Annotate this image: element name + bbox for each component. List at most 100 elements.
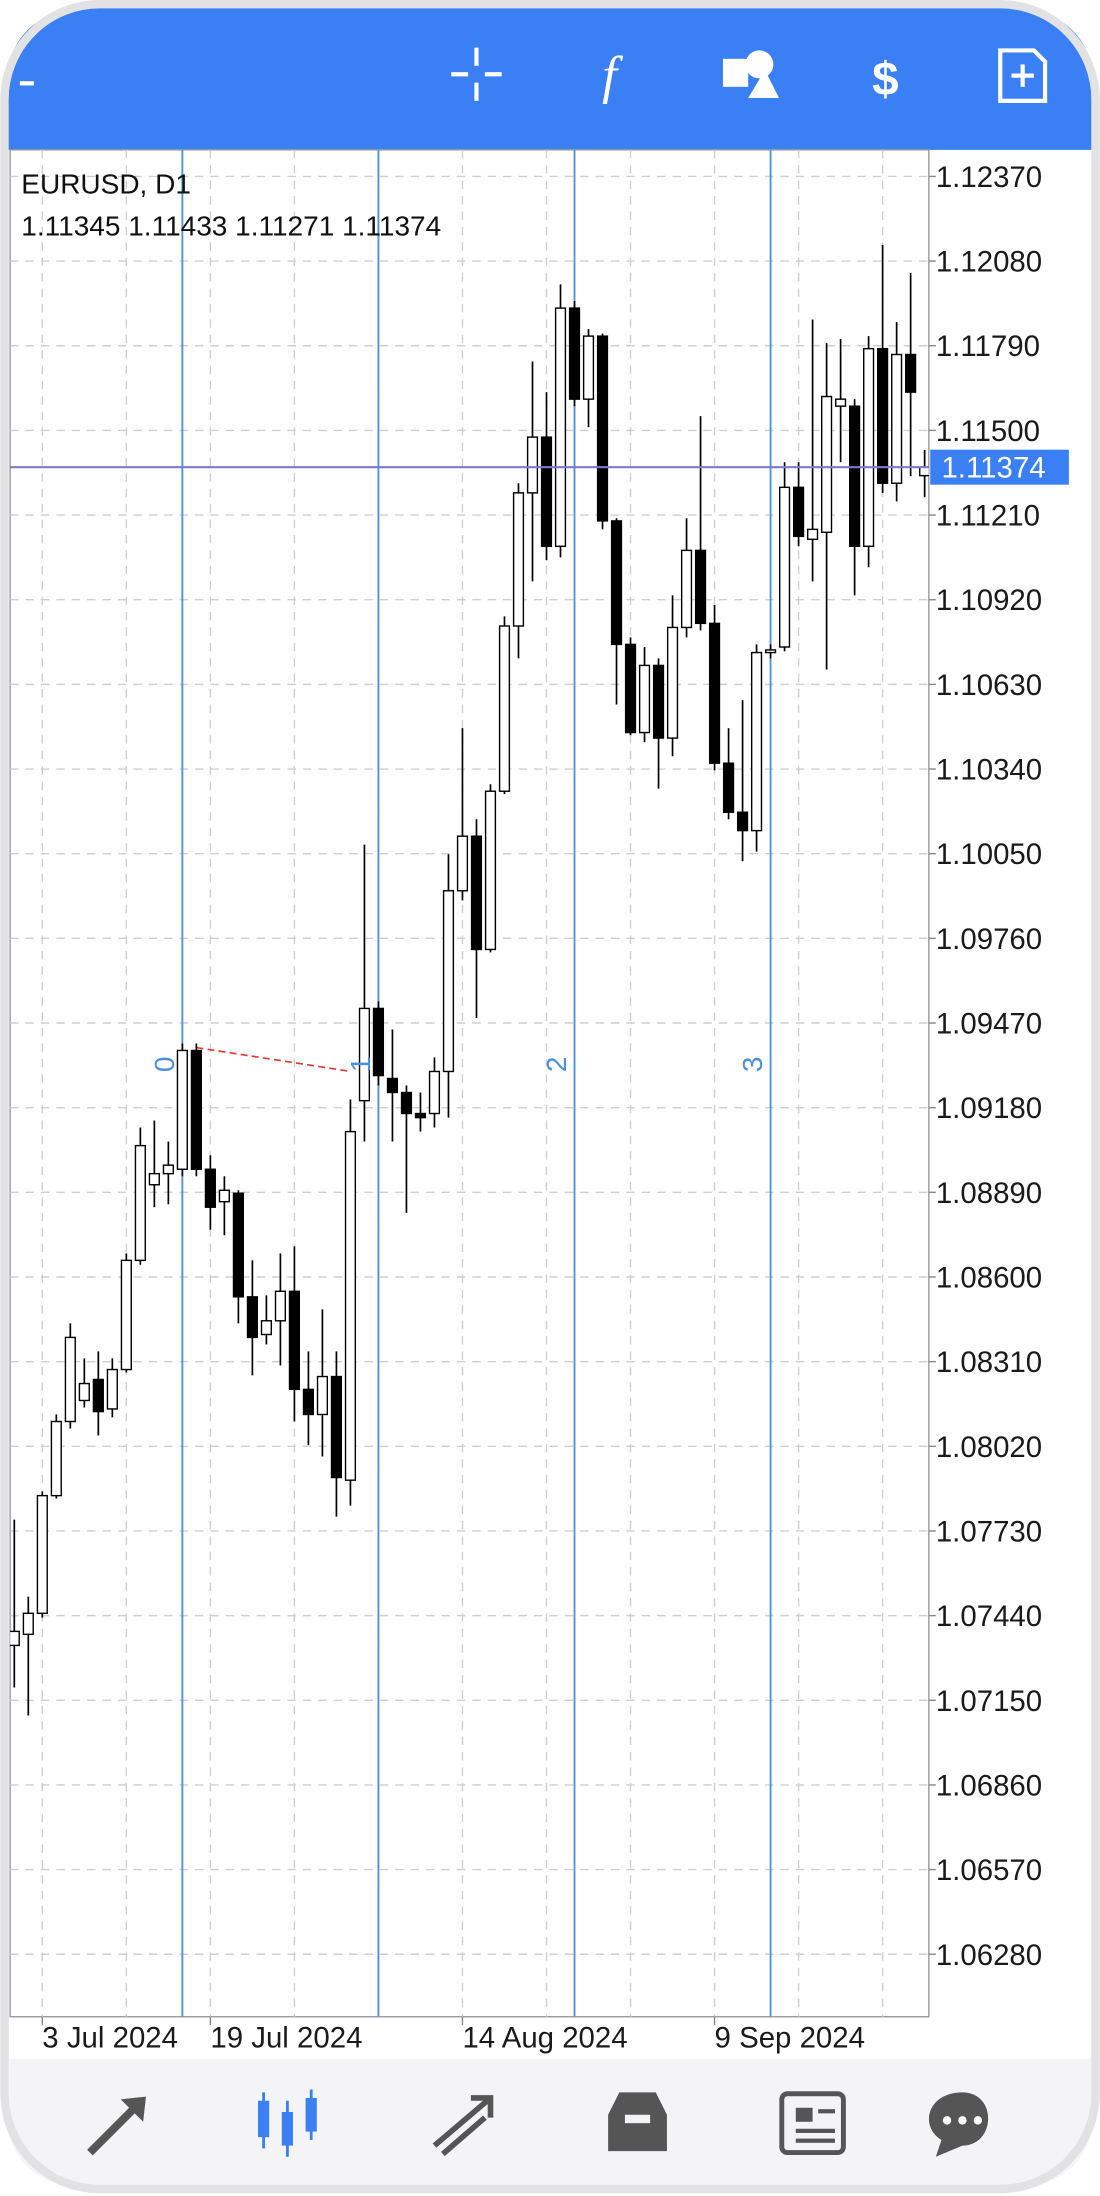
trade-icon[interactable]: $ bbox=[872, 53, 898, 106]
y-tick-label: 1.11210 bbox=[936, 500, 1040, 533]
candles bbox=[10, 245, 929, 1716]
candle-body bbox=[708, 622, 721, 764]
time-zone-label: 0 bbox=[149, 1057, 180, 1073]
candle-body bbox=[582, 335, 595, 400]
candle-body bbox=[877, 347, 889, 484]
candle-body bbox=[92, 1378, 104, 1413]
toolbar bbox=[4, 7, 1096, 150]
y-tick-label: 1.11500 bbox=[936, 415, 1040, 448]
objects-icon[interactable] bbox=[722, 50, 779, 99]
candle-body bbox=[36, 1494, 48, 1614]
candle-body bbox=[568, 307, 581, 400]
candle-body bbox=[764, 649, 777, 654]
candle-body bbox=[666, 626, 679, 739]
trend-line bbox=[196, 1046, 351, 1073]
ohlc-low: 1.11271 bbox=[235, 210, 334, 241]
axes: 1.12370 1.12080 1.11790 1.11500 1.11210 1.109… bbox=[41, 161, 1042, 2055]
candle-body bbox=[372, 1007, 385, 1077]
candle-body bbox=[260, 1320, 272, 1336]
y-tick-label: 1.10920 bbox=[936, 584, 1042, 617]
candle-body bbox=[344, 1130, 357, 1481]
candle-body bbox=[274, 1290, 287, 1322]
y-tick-label: 1.08890 bbox=[936, 1177, 1042, 1210]
plot-frame bbox=[9, 149, 930, 2018]
candle-body bbox=[442, 890, 455, 1073]
candle-body bbox=[204, 1168, 216, 1208]
y-tick-label: 1.10630 bbox=[936, 669, 1042, 702]
candle-body bbox=[246, 1296, 258, 1339]
y-tick-label: 1.08310 bbox=[936, 1346, 1042, 1379]
y-tick-label: 1.07440 bbox=[936, 1600, 1042, 1633]
candle-body bbox=[722, 762, 735, 813]
time-zone-label: 1 bbox=[345, 1057, 376, 1073]
ohlc-open: 1.11345 bbox=[21, 210, 120, 241]
new-order-icon[interactable] bbox=[998, 48, 1048, 103]
y-tick-label: 1.09470 bbox=[936, 1008, 1042, 1041]
y-tick-label: 1.09180 bbox=[936, 1092, 1042, 1125]
nav-news[interactable] bbox=[779, 2091, 846, 2156]
candle-body bbox=[792, 486, 805, 538]
y-tick-label: 1.08600 bbox=[936, 1261, 1042, 1294]
candle-body bbox=[330, 1375, 343, 1479]
y-tick-label: 1.07150 bbox=[936, 1685, 1042, 1718]
candle-body bbox=[778, 486, 791, 648]
nav-chat[interactable] bbox=[929, 2092, 989, 2157]
candle-body bbox=[820, 395, 833, 533]
candle-body bbox=[905, 353, 917, 393]
candle-body bbox=[120, 1259, 132, 1371]
candle-body bbox=[596, 335, 609, 522]
y-tick-label: 1.12370 bbox=[936, 161, 1042, 194]
x-tick-label: 14 Aug 2024 bbox=[462, 2022, 627, 2055]
ohlc-close: 1.11374 bbox=[342, 210, 441, 241]
candle-body bbox=[638, 664, 651, 734]
candle-body bbox=[806, 528, 819, 540]
candle-body bbox=[10, 1630, 20, 1647]
y-tick-label: 1.08020 bbox=[936, 1431, 1042, 1464]
candle-body bbox=[498, 625, 511, 792]
nav-trade[interactable] bbox=[432, 2095, 494, 2157]
y-tick-label: 1.06570 bbox=[936, 1854, 1042, 1887]
candle-body bbox=[22, 1612, 34, 1636]
nav-chart[interactable] bbox=[257, 2089, 317, 2157]
candle-body bbox=[288, 1290, 301, 1391]
ohlc-high: 1.11433 bbox=[128, 210, 227, 241]
crosshair-icon[interactable] bbox=[451, 47, 502, 101]
time-zone-label: 3 bbox=[737, 1057, 768, 1073]
candle-body bbox=[190, 1049, 202, 1170]
y-tick-label: 1.10340 bbox=[936, 754, 1042, 787]
ohlc-readout: 1.11345 1.11433 1.11271 1.11374 bbox=[21, 210, 441, 241]
candle-body bbox=[484, 790, 497, 951]
candle-body bbox=[232, 1192, 244, 1298]
candle-body bbox=[162, 1164, 174, 1175]
candle-body bbox=[624, 643, 637, 734]
y-tick-label: 1.09760 bbox=[936, 923, 1042, 956]
candle-body bbox=[849, 405, 861, 547]
candle-body bbox=[106, 1368, 118, 1410]
y-tick-label: 1.06860 bbox=[936, 1769, 1042, 1802]
candle-body bbox=[400, 1091, 413, 1115]
x-tick-label: 9 Sep 2024 bbox=[715, 2022, 865, 2055]
candle-body bbox=[512, 492, 525, 627]
candle-body bbox=[919, 466, 929, 477]
candle-body bbox=[540, 436, 553, 547]
candle-body bbox=[176, 1049, 188, 1170]
menu-icon[interactable] bbox=[19, 81, 34, 86]
nav-history[interactable] bbox=[608, 2092, 667, 2152]
y-tick-label: 1.10050 bbox=[936, 838, 1042, 871]
candle-body bbox=[694, 549, 707, 625]
candle-body bbox=[414, 1112, 427, 1119]
time-zone-label: 2 bbox=[541, 1057, 572, 1073]
x-tick-label: 3 Jul 2024 bbox=[42, 2022, 178, 2055]
candle-body bbox=[358, 1007, 371, 1102]
candle-body bbox=[64, 1336, 76, 1423]
y-tick-label: 1.12080 bbox=[936, 246, 1042, 279]
x-tick-label: 19 Jul 2024 bbox=[210, 2022, 362, 2055]
nav-quotes[interactable] bbox=[87, 2096, 146, 2156]
candle-body bbox=[891, 353, 903, 484]
chart-title: EURUSD, D1 bbox=[21, 168, 191, 199]
candle-body bbox=[652, 664, 665, 739]
candle-body bbox=[386, 1077, 399, 1094]
